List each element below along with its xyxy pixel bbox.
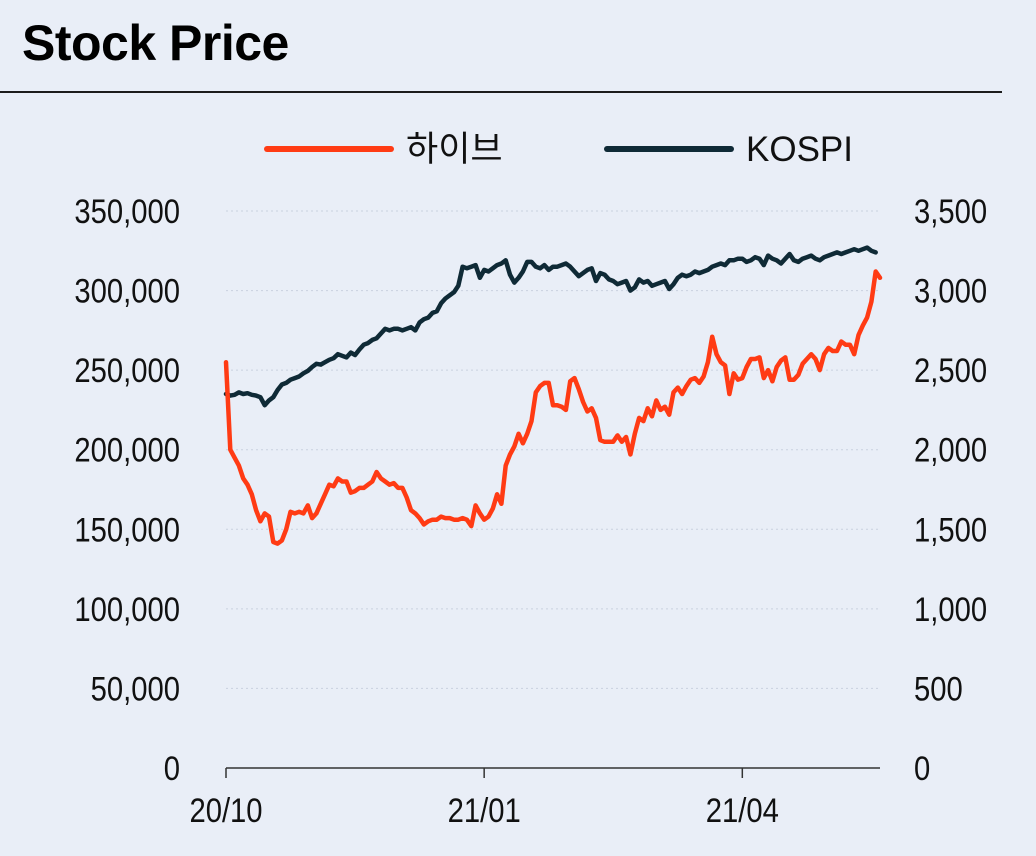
legend: 하이브 KOSPI (264, 130, 853, 169)
series-line-kospi (223, 245, 878, 408)
y-right-tick-label: 1,500 (914, 510, 987, 549)
y-left-tick-label: 100,000 (74, 590, 180, 629)
series-lines (223, 245, 883, 546)
y-right-tick-label: 3,500 (914, 192, 987, 231)
y-right-tick-label: 2,000 (914, 431, 987, 470)
y-right-tick-label: 2,500 (914, 351, 987, 390)
x-axis-labels: 20/10 21/01 21/04 (189, 768, 779, 830)
series-line-hybe (223, 269, 883, 546)
y-right-tick-label: 0 (914, 749, 930, 788)
y-left-tick-label: 200,000 (74, 431, 180, 470)
y-right-tick-label: 3,000 (914, 271, 987, 310)
y-left-tick-label: 150,000 (74, 510, 180, 549)
y-left-tick-label: 300,000 (74, 271, 180, 310)
legend-label-hybe: 하이브 (406, 130, 503, 169)
x-tick-label: 21/04 (706, 791, 779, 830)
title-divider (0, 91, 1002, 93)
y-left-tick-label: 250,000 (74, 351, 180, 390)
y-axis-right-labels: 0 500 1,000 1,500 2,000 2,500 3,000 3,500 (914, 192, 987, 788)
page-title: Stock Price (22, 15, 289, 71)
x-tick-label: 21/01 (448, 791, 521, 830)
gridlines (226, 210, 880, 689)
y-right-tick-label: 1,000 (914, 590, 987, 629)
y-left-tick-label: 350,000 (74, 192, 180, 231)
legend-label-kospi: KOSPI (746, 130, 853, 169)
y-left-tick-label: 0 (164, 749, 180, 788)
y-right-tick-label: 500 (914, 669, 963, 708)
y-left-tick-label: 50,000 (91, 669, 180, 708)
x-tick-label: 20/10 (189, 791, 262, 830)
y-axis-left-labels: 0 50,000 100,000 150,000 200,000 250,000 300,0… (74, 192, 180, 788)
